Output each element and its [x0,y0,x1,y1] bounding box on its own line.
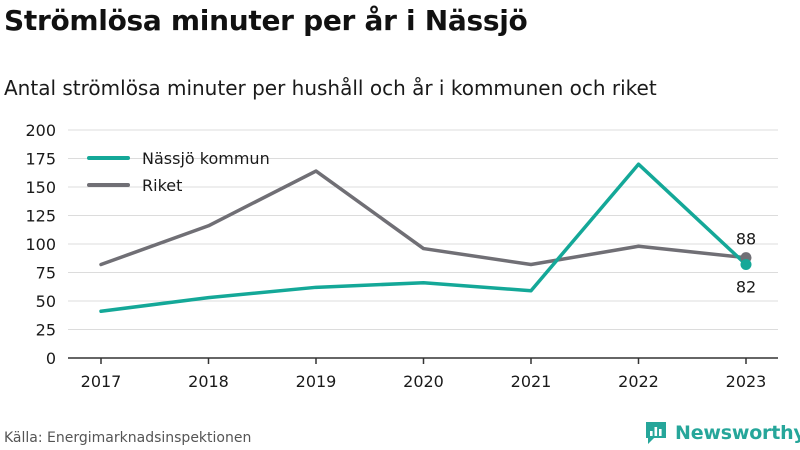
x-tick-label: 2019 [296,372,337,391]
x-tick-label: 2020 [403,372,444,391]
y-tick-label: 125 [25,207,56,226]
series-line-riket [99,169,748,267]
y-tick-label: 150 [25,178,56,197]
series-line-nassjo [99,162,748,314]
legend-label: Nässjö kommun [142,149,270,168]
x-tick-label: 2022 [618,372,659,391]
newsworthy-logo-text: Newsworthy [675,422,800,444]
y-tick-label: 175 [25,150,56,169]
y-tick-label: 25 [36,321,56,340]
x-tick-label: 2017 [81,372,122,391]
newsworthy-logo-icon [646,422,666,444]
y-tick-label: 0 [46,349,56,368]
data-label-riket: 88 [736,230,756,249]
x-tick-label: 2023 [726,372,767,391]
legend-label: Riket [142,176,182,195]
end-marker-nassjo [740,259,752,271]
chart-subtitle: Antal strömlösa minuter per hushåll och … [4,76,657,100]
y-tick-label: 100 [25,235,56,254]
y-tick-label: 50 [36,292,56,311]
y-tick-label: 200 [25,121,56,140]
source-note: Källa: Energimarknadsinspektionen [4,430,252,446]
x-tick-label: 2021 [511,372,552,391]
data-label-nassjo: 82 [736,278,756,297]
x-tick-label: 2018 [188,372,229,391]
newsworthy-logo: Newsworthy [644,420,800,446]
chart-title: Strömlösa minuter per år i Nässjö [4,4,528,37]
y-tick-label: 75 [36,264,56,283]
